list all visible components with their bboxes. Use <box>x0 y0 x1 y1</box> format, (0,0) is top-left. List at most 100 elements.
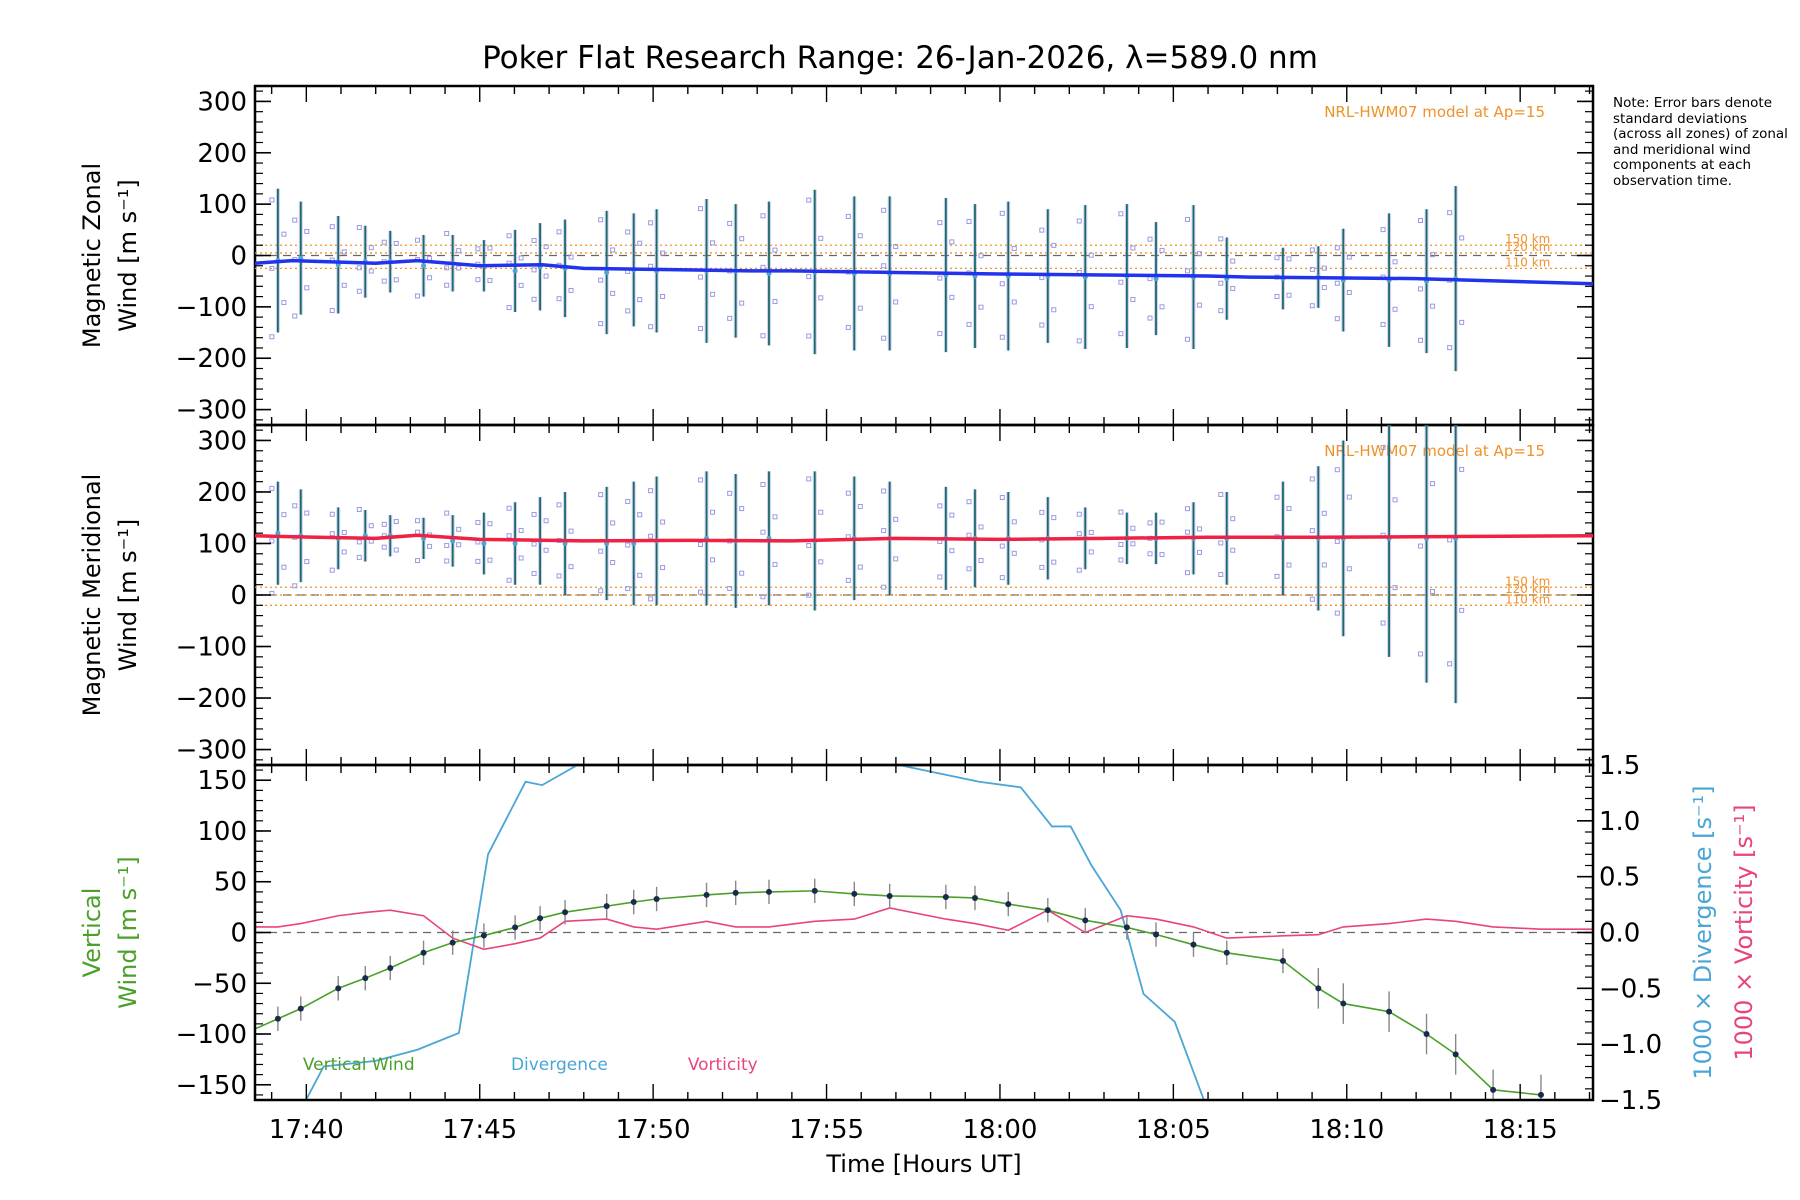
zone-marker <box>1430 252 1436 258</box>
zone-marker <box>1147 236 1153 242</box>
zone-marker <box>1286 562 1292 568</box>
zone-marker <box>660 565 666 571</box>
vertical-wind-point <box>297 1005 304 1012</box>
zone-marker <box>415 293 421 299</box>
zone-marker <box>1076 338 1082 344</box>
zone-marker <box>568 287 574 293</box>
zone-marker <box>1274 494 1280 500</box>
zone-marker <box>1309 247 1315 253</box>
zone-marker <box>893 244 899 250</box>
zone-marker <box>531 541 537 547</box>
zone-marker <box>556 573 562 579</box>
zone-marker <box>1039 322 1045 328</box>
y-tick-label: −300 <box>176 736 247 766</box>
zone-marker <box>281 231 287 237</box>
zone-marker <box>845 490 851 496</box>
y-tick-label: 100 <box>197 529 247 559</box>
zone-marker <box>1447 661 1453 667</box>
y2-tick-label: 1.0 <box>1599 807 1640 837</box>
zone-marker <box>487 557 493 563</box>
zone-marker <box>393 240 399 246</box>
y-axis-title-line2: Wind [m s⁻¹] <box>114 856 142 1008</box>
zone-marker <box>1159 519 1165 525</box>
zone-marker <box>999 575 1005 581</box>
zone-marker <box>637 297 643 303</box>
zone-marker <box>818 559 824 565</box>
zone-marker <box>281 564 287 570</box>
zone-marker <box>727 586 733 592</box>
zone-marker <box>1130 296 1136 302</box>
legend-entry: Vertical Wind <box>303 1055 415 1075</box>
zone-marker <box>857 305 863 311</box>
zone-marker <box>1274 293 1280 299</box>
zone-marker <box>1334 245 1340 251</box>
vertical-wind-point <box>886 892 893 899</box>
vorticity-line <box>255 907 1593 951</box>
zone-marker <box>281 300 287 306</box>
zone-marker <box>1430 303 1436 309</box>
zone-marker <box>356 554 362 560</box>
vertical-wind-point <box>362 975 369 982</box>
zone-marker <box>806 274 812 280</box>
zone-marker <box>1051 307 1057 313</box>
zone-marker <box>556 229 562 235</box>
zone-marker <box>1147 551 1153 557</box>
zone-marker <box>1218 571 1224 577</box>
zone-marker <box>1051 242 1057 248</box>
zone-marker <box>506 577 512 583</box>
zone-marker <box>1118 279 1124 285</box>
zone-marker <box>1051 559 1057 565</box>
legend-entry: Divergence <box>511 1055 608 1075</box>
zone-marker <box>999 334 1005 340</box>
zone-marker <box>368 245 374 251</box>
zone-marker <box>698 542 704 548</box>
y-tick-label: −300 <box>176 396 247 426</box>
zone-marker <box>978 253 984 259</box>
zone-marker <box>1321 285 1327 291</box>
zone-marker <box>329 531 335 537</box>
legend-entry: Vorticity <box>688 1055 758 1075</box>
zone-marker <box>648 488 654 494</box>
zone-marker <box>1346 566 1352 572</box>
zone-marker <box>1118 542 1124 548</box>
zone-marker <box>818 295 824 301</box>
zone-marker <box>999 281 1005 287</box>
zone-marker <box>727 315 733 321</box>
zone-marker <box>304 285 310 291</box>
zone-marker <box>531 571 537 577</box>
obs-point <box>450 538 456 544</box>
model-altitude-label: 150 km <box>1505 574 1550 588</box>
zone-marker <box>806 543 812 549</box>
zone-marker <box>660 293 666 299</box>
y-tick-label: −100 <box>176 633 247 663</box>
zone-marker <box>1418 337 1424 343</box>
zone-marker <box>1196 251 1202 257</box>
zone-marker <box>415 237 421 243</box>
zone-marker <box>1274 573 1280 579</box>
zone-marker <box>1039 275 1045 281</box>
zone-marker <box>1346 289 1352 295</box>
zone-marker <box>1274 255 1280 261</box>
zone-marker <box>698 274 704 280</box>
y-tick-label: −100 <box>176 1020 247 1050</box>
zone-marker <box>949 294 955 300</box>
zone-marker <box>966 218 972 224</box>
zone-marker <box>475 519 481 525</box>
zone-marker <box>1196 302 1202 308</box>
zone-marker <box>1447 345 1453 351</box>
zone-marker <box>949 548 955 554</box>
zone-marker <box>1088 252 1094 258</box>
meridional-wind-line <box>254 533 1594 543</box>
zone-marker <box>610 520 616 526</box>
zone-marker <box>1459 319 1465 325</box>
zone-marker <box>610 247 616 253</box>
y-axis-title: Vertical Wind [m s⁻¹] <box>78 856 142 1008</box>
zone-marker <box>1218 280 1224 286</box>
zone-marker <box>556 502 562 508</box>
x-tick-label: 18:10 <box>1309 1115 1384 1145</box>
zone-marker <box>456 265 462 271</box>
zone-marker <box>806 197 812 203</box>
zone-marker <box>393 277 399 283</box>
zone-marker <box>610 559 616 565</box>
